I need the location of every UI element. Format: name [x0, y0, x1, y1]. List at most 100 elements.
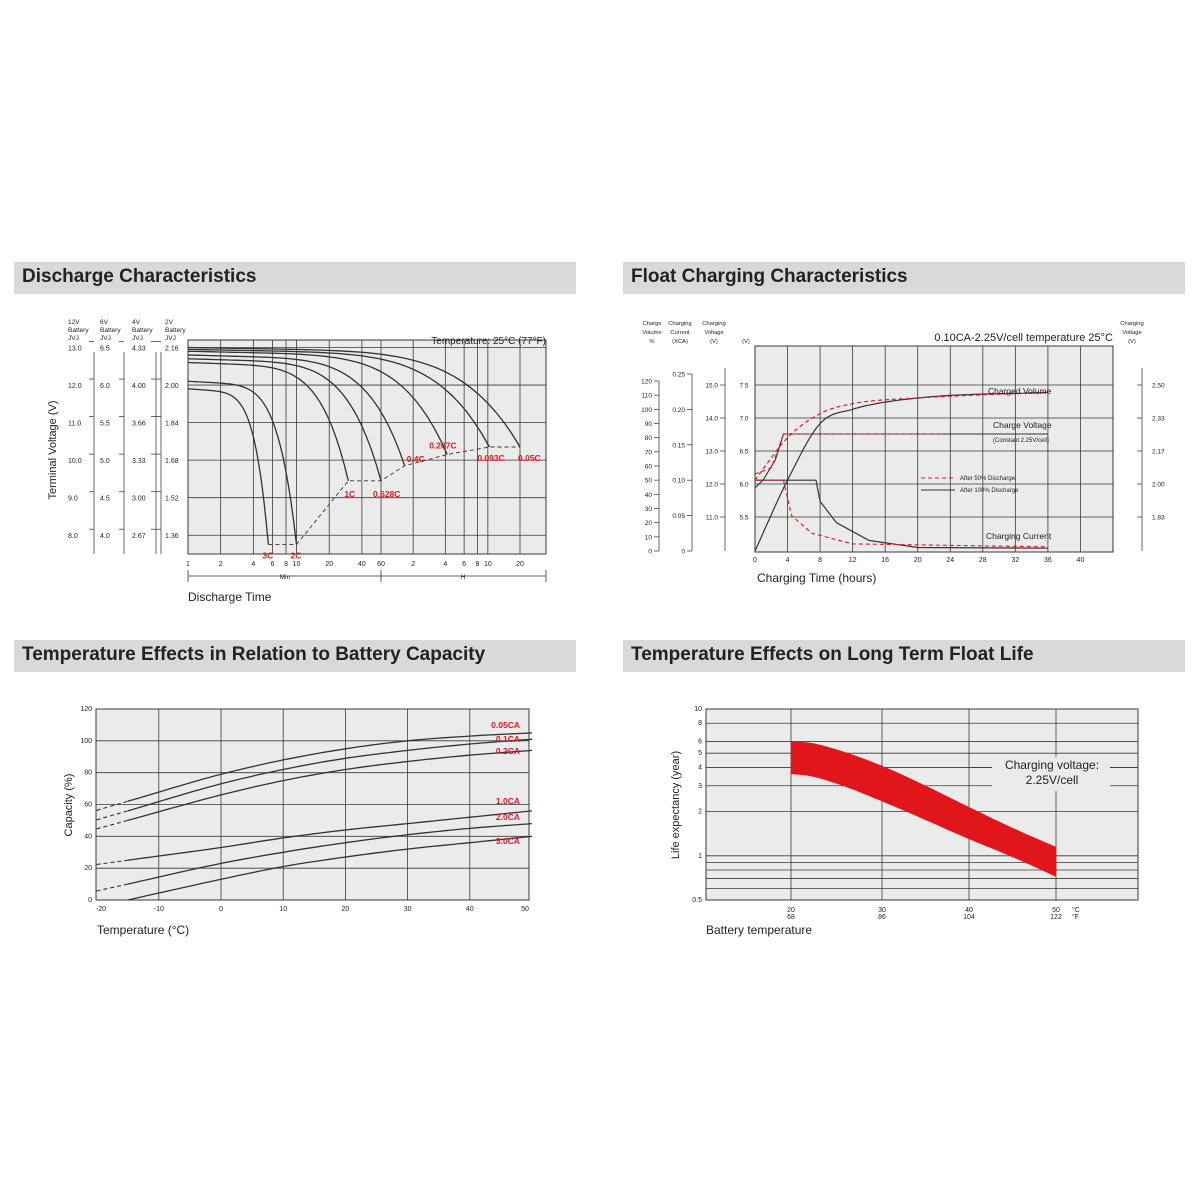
float-x-tick: 24 — [946, 557, 954, 564]
axis-tick-label: 0.05 — [672, 513, 685, 520]
min-unit-label: Min — [280, 574, 291, 581]
temp-curve-0.1CA — [127, 738, 533, 812]
life-x-tick-f: 104 — [963, 914, 975, 921]
axis-tick-label: 1.68 — [165, 458, 179, 465]
axis-tick-label: 70 — [645, 449, 653, 456]
series-label-0.05CA: 0.05CA — [491, 720, 520, 730]
float-x-tick: 20 — [914, 557, 922, 564]
temp-curve-0.05CA — [127, 732, 533, 802]
axis-tick-label: 2.00 — [1152, 482, 1165, 489]
temp-curve-dashed-0.2CA — [96, 819, 128, 830]
axis-tick-label: 2.33 — [1152, 416, 1165, 423]
label-charge-voltage: Charge Voltage — [993, 420, 1052, 430]
series-label-0.05C: 0.05C — [518, 453, 541, 463]
axis-header-text: 6V — [100, 319, 109, 326]
axis-tick-label: 15.0 — [705, 383, 718, 390]
axis-tick-label: 1.52 — [165, 496, 179, 503]
life-note-line1: Charging voltage: — [1005, 758, 1099, 772]
temp-curve-dashed-2.0CA — [96, 883, 128, 892]
life-y-tick: 0.5 — [692, 897, 702, 904]
axis-header-text: Battery — [68, 327, 89, 334]
series-label-0.4C: 0.4C — [407, 454, 425, 464]
life-y-tick: 1 — [698, 853, 702, 860]
temp-y-tick: 20 — [84, 865, 92, 872]
discharge-x-tick: 10 — [293, 561, 301, 568]
temp-y-tick: 100 — [80, 738, 92, 745]
life-unit-c: °C — [1072, 906, 1080, 914]
axis-tick-label: 7.5 — [739, 383, 748, 390]
life-ylabel: Life expectancy (year) — [670, 751, 682, 859]
axis-tick-label: 120 — [641, 379, 652, 386]
axis-tick-label: 100 — [641, 407, 652, 414]
life-y-tick: 5 — [698, 750, 702, 757]
discharge-curve-0.093C — [187, 348, 490, 448]
axis-tick-label: 12.0 — [68, 383, 82, 390]
series-label-2C: 2C — [291, 551, 302, 561]
float-charging-chart: Charge Volume% Charging Current (XCA) Chargin… — [641, 321, 1165, 585]
life-y-tick: 2 — [698, 809, 702, 816]
float-x-tick: 4 — [786, 557, 790, 564]
series-label-3.0CA: 3.0CA — [496, 836, 520, 846]
axis-tick-label: 4.0 — [100, 533, 110, 540]
axis-header-text: Volume — [642, 330, 661, 336]
axis-header-text: Battery — [100, 327, 121, 334]
float-x-tick: 28 — [979, 557, 987, 564]
label-charge-voltage-note: (Constant 2.25V/cell) — [993, 438, 1049, 444]
discharge-x-tick: 40 — [358, 561, 366, 568]
axis-header-text: 4V — [132, 319, 141, 326]
temp-y-tick: 60 — [84, 802, 92, 809]
float-x-tick: 8 — [818, 557, 822, 564]
axis-header-text: Battery — [132, 327, 153, 334]
axis-tick-label: 2.16 — [165, 346, 179, 353]
discharge-curve-1C — [187, 361, 349, 481]
temp-curve-2.0CA — [127, 822, 533, 885]
note-box — [992, 757, 1110, 791]
axis-tick-label: 2.67 — [132, 533, 146, 540]
axis-tick-label: 2.00 — [165, 383, 179, 390]
life-x-tick-f: 86 — [878, 914, 886, 921]
float-x-tick: 36 — [1044, 557, 1052, 564]
axis-tick-label: 2.17 — [1152, 449, 1165, 456]
axis-tick-label: 0 — [681, 549, 685, 556]
axis-header-text: JVJ — [100, 335, 111, 342]
axis-header-text: JVJ — [68, 335, 79, 342]
life-x-tick-f: 68 — [787, 914, 795, 921]
temp-curve-dashed-1.0CA — [96, 859, 128, 866]
axis-tick-label: 30 — [645, 506, 653, 513]
series-label-1.0CA: 1.0CA — [496, 796, 520, 806]
hour-unit-label: H — [461, 574, 466, 581]
temp-x-tick: 40 — [466, 906, 474, 913]
header-discharge: Discharge Characteristics — [14, 262, 576, 294]
charge-voltage-50 — [754, 433, 943, 475]
discharge-x-tick: 2 — [411, 561, 415, 568]
axis-header-text: Voltage — [1122, 330, 1141, 336]
discharge-curve-0.628C — [187, 358, 382, 481]
discharge-x-tick: 20 — [325, 561, 333, 568]
life-y-tick: 4 — [698, 764, 702, 771]
header-float-title: Float Charging Characteristics — [631, 266, 908, 287]
discharge-x-tick: 2 — [219, 561, 223, 568]
discharge-x-tick: 8 — [476, 561, 480, 568]
temp-x-tick: -20 — [96, 906, 106, 913]
axis-tick-label: 11.0 — [706, 515, 719, 522]
series-label-0.093C: 0.093C — [477, 453, 504, 463]
axis-tick-label: 0 — [648, 549, 652, 556]
life-note-line2: 2.25V/cell — [1026, 773, 1079, 787]
life-x-tick-c: 50 — [1052, 907, 1060, 914]
legend-label-100: After 100% Discharge — [960, 488, 1019, 494]
axis-tick-label: 2.50 — [1152, 383, 1165, 390]
charged-volume-curve — [754, 391, 1048, 481]
axis-header-text: JVJ — [132, 335, 143, 342]
temp-curve-1.0CA — [127, 810, 533, 861]
discharge-x-tick: 4 — [251, 561, 255, 568]
discharge-xlabel: Discharge Time — [188, 590, 272, 604]
axis-tick-label: 12.0 — [705, 482, 718, 489]
axis-tick-label: 40 — [645, 492, 653, 499]
axis-header-text: Charging — [1120, 321, 1144, 327]
temp-curve-dashed-0.05CA — [96, 800, 128, 811]
axis-header-text: Charging — [702, 321, 726, 327]
life-xlabel: Battery temperature — [706, 923, 812, 937]
axis-tick-label: 6.5 — [100, 346, 110, 353]
float-x-tick: 12 — [849, 557, 857, 564]
temp-xlabel: Temperature (°C) — [97, 923, 189, 937]
